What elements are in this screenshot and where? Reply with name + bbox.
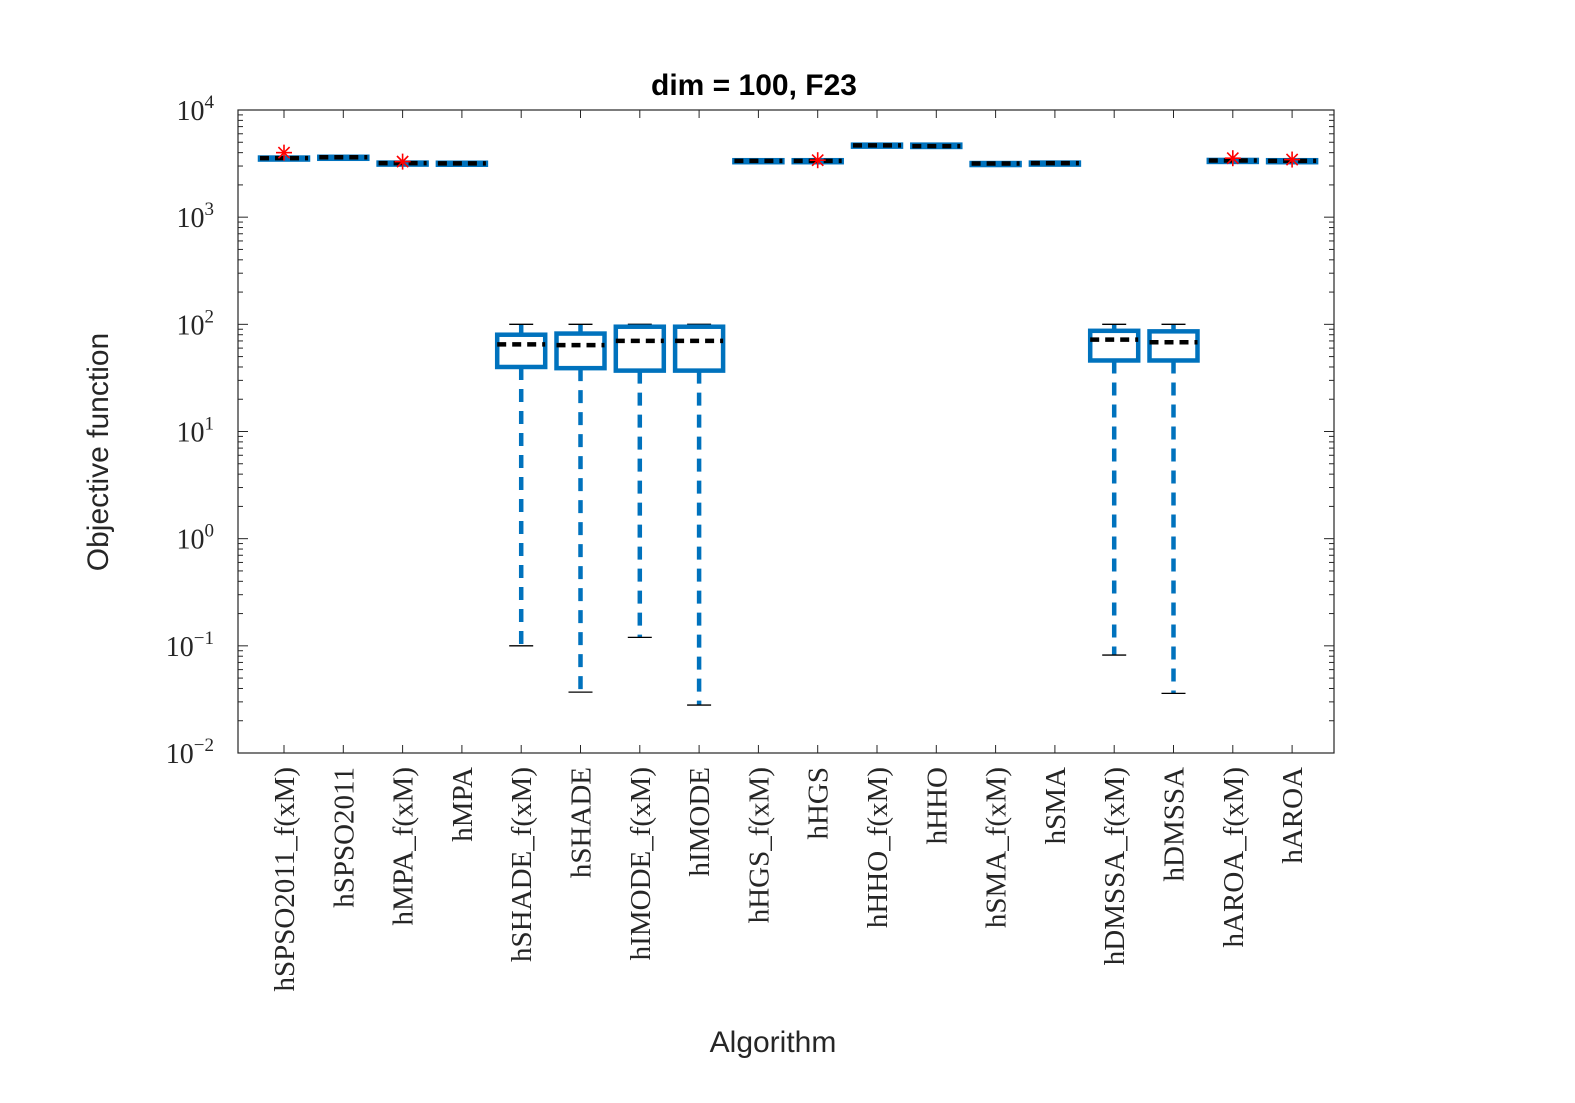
y-tick-label: 103 [177, 199, 215, 234]
chart-title: dim = 100, F23 [651, 69, 857, 102]
outlier-marker [1224, 150, 1241, 167]
y-tick-exponent: 3 [205, 199, 215, 220]
y-tick-exponent: 4 [205, 92, 215, 113]
box [613, 324, 667, 373]
outlier-stroke [396, 155, 409, 168]
x-category-label: hHGS_f(xM) [743, 767, 775, 923]
x-category-label: hSMA [1040, 767, 1072, 844]
x-category-label: hHHO_f(xM) [862, 767, 894, 928]
x-category-label: hAROA_f(xM) [1218, 767, 1250, 947]
x-category-label: hAROA [1277, 767, 1309, 864]
y-tick-base: 10 [166, 739, 194, 770]
box [554, 331, 607, 371]
outlier-stroke [811, 154, 824, 167]
x-axis-label: Algorithm [710, 1026, 837, 1059]
outlier-marker [394, 153, 411, 170]
x-category-label: hIMODE [684, 767, 716, 877]
y-tick-label: 10−2 [166, 735, 214, 770]
x-category-label: hHHO [921, 767, 953, 844]
x-category-label: hMPA_f(xM) [388, 767, 420, 925]
y-tick-exponent: −2 [194, 735, 214, 756]
y-tick-base: 10 [177, 310, 205, 341]
y-tick-base: 10 [177, 96, 205, 127]
box [494, 332, 548, 370]
y-tick-base: 10 [166, 632, 194, 663]
y-tick-label: 10−1 [166, 628, 214, 663]
y-axis-label: Objective function [82, 333, 115, 571]
x-category-label: hMPA [447, 767, 479, 842]
outlier-marker [1284, 151, 1301, 168]
box [1087, 328, 1141, 363]
y-tick-base: 10 [177, 418, 205, 449]
x-category-label: hSMA_f(xM) [981, 767, 1013, 928]
y-tick-base: 10 [177, 525, 205, 556]
x-category-label: hSPSO2011 [328, 767, 360, 908]
outlier-stroke [277, 146, 291, 159]
box [672, 324, 726, 373]
outlier-marker [809, 152, 826, 169]
x-category-label: hSPSO2011_f(xM) [269, 767, 301, 992]
y-tick-label: 101 [177, 414, 215, 449]
x-category-label: hDMSSA_f(xM) [1099, 767, 1131, 965]
x-category-label: hHGS [803, 767, 835, 840]
x-category-label: hDMSSA [1159, 767, 1191, 881]
y-tick-exponent: −1 [194, 628, 214, 649]
y-tick-exponent: 1 [205, 414, 215, 435]
axes-frame [237, 109, 1335, 754]
outlier-marker [276, 144, 292, 161]
y-tick-base: 10 [177, 203, 205, 234]
box [1147, 329, 1200, 363]
x-category-label: hSHADE_f(xM) [506, 767, 538, 962]
y-tick-label: 100 [177, 521, 215, 556]
outlier-stroke [1226, 152, 1239, 165]
y-tick-label: 102 [177, 306, 215, 341]
y-tick-label: 104 [177, 92, 215, 127]
outlier-stroke [1285, 153, 1299, 166]
x-category-label: hSHADE [566, 767, 598, 878]
x-category-label: hIMODE_f(xM) [625, 767, 657, 960]
y-tick-exponent: 2 [205, 306, 215, 327]
y-tick-exponent: 0 [205, 521, 215, 542]
